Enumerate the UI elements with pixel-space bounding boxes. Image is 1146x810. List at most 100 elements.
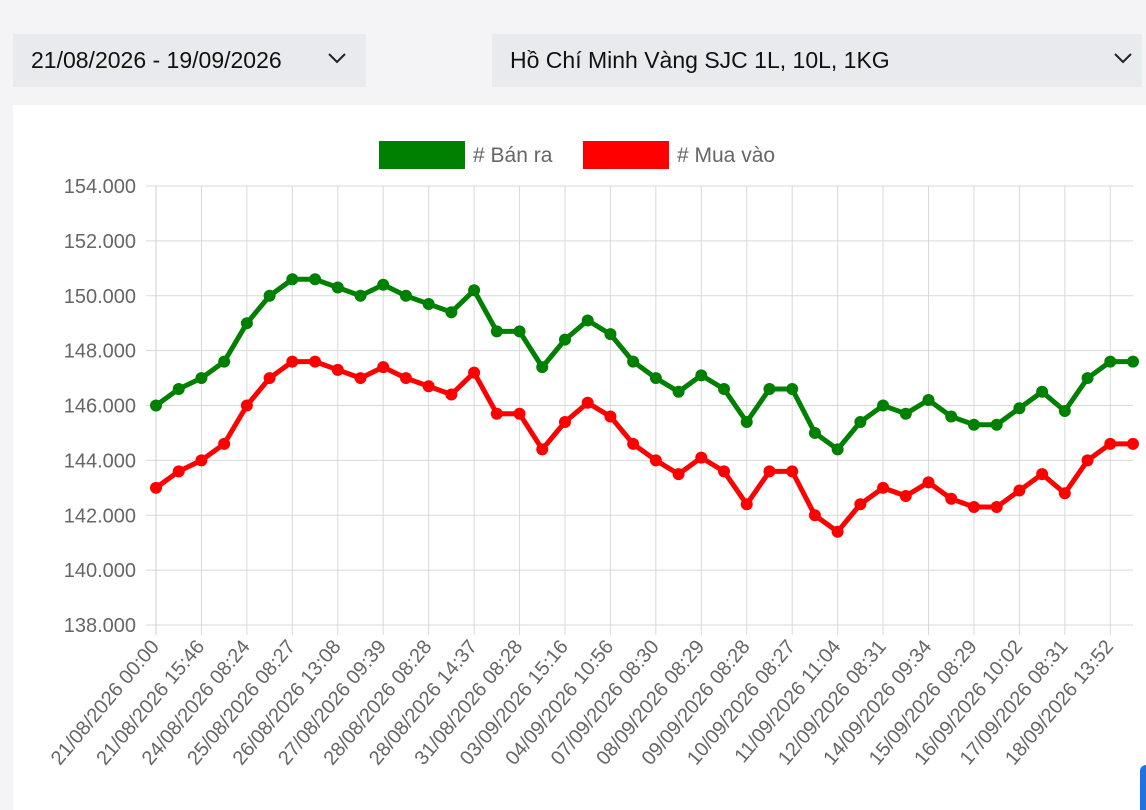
data-point-series-1 bbox=[399, 289, 412, 302]
data-point-series-2 bbox=[490, 407, 503, 420]
data-point-series-1 bbox=[649, 372, 662, 385]
data-point-series-1 bbox=[558, 333, 571, 346]
data-point-series-2 bbox=[786, 465, 799, 478]
data-point-series-2 bbox=[240, 399, 253, 412]
data-point-series-1 bbox=[1013, 402, 1026, 415]
date-range-select[interactable]: 21/08/2026 - 19/09/2026 bbox=[13, 34, 366, 87]
data-point-series-1 bbox=[786, 383, 799, 396]
data-point-series-2 bbox=[422, 380, 435, 393]
y-tick-label: 146.000 bbox=[64, 396, 136, 418]
data-point-series-2 bbox=[740, 498, 753, 511]
data-point-series-2 bbox=[172, 465, 185, 478]
data-point-series-2 bbox=[695, 451, 708, 464]
data-point-series-2 bbox=[513, 407, 526, 420]
data-point-series-1 bbox=[922, 394, 935, 407]
data-point-series-1 bbox=[422, 297, 435, 310]
y-tick-label: 154.000 bbox=[64, 176, 136, 198]
data-point-series-2 bbox=[967, 501, 980, 514]
data-point-series-2 bbox=[718, 465, 731, 478]
date-range-value: 21/08/2026 - 19/09/2026 bbox=[31, 47, 282, 73]
legend-swatch-1 bbox=[379, 141, 465, 169]
data-point-series-2 bbox=[286, 355, 299, 368]
data-point-series-2 bbox=[1104, 437, 1117, 450]
data-point-series-1 bbox=[581, 314, 594, 327]
data-point-series-2 bbox=[808, 509, 821, 522]
data-point-series-2 bbox=[990, 501, 1003, 514]
data-point-series-2 bbox=[945, 492, 958, 505]
chevron-down-icon bbox=[1114, 53, 1132, 64]
chevron-down-icon bbox=[328, 53, 346, 64]
data-point-series-1 bbox=[195, 372, 208, 385]
data-point-series-1 bbox=[286, 273, 299, 286]
data-point-series-2 bbox=[877, 481, 890, 494]
data-point-series-1 bbox=[1058, 404, 1071, 417]
y-tick-label: 150.000 bbox=[64, 286, 136, 308]
series-line-1 bbox=[154, 276, 1133, 452]
data-point-series-2 bbox=[195, 454, 208, 467]
data-point-series-1 bbox=[490, 325, 503, 338]
data-point-series-1 bbox=[672, 385, 685, 398]
data-point-series-2 bbox=[831, 525, 844, 538]
data-point-series-2 bbox=[1036, 468, 1049, 481]
data-point-series-2 bbox=[445, 388, 458, 401]
data-point-series-1 bbox=[604, 328, 617, 341]
y-tick-label: 152.000 bbox=[64, 231, 136, 253]
data-point-series-1 bbox=[899, 407, 912, 420]
data-point-series-1 bbox=[808, 426, 821, 439]
data-point-series-1 bbox=[263, 289, 276, 302]
data-point-series-2 bbox=[627, 437, 640, 450]
data-point-series-1 bbox=[945, 410, 958, 423]
price-line-chart: 154.000 152.000 150.000 148.000 146.000 144.0… bbox=[47, 141, 1139, 769]
data-point-series-2 bbox=[1013, 484, 1026, 497]
location-value: Hồ Chí Minh Vàng SJC 1L, 10L, 1KG bbox=[510, 47, 890, 73]
y-tick-label: 144.000 bbox=[64, 450, 136, 472]
data-point-series-1 bbox=[740, 415, 753, 428]
chart-panel: 154.000 152.000 150.000 148.000 146.000 144.0… bbox=[13, 105, 1146, 810]
data-point-series-1 bbox=[718, 383, 731, 396]
data-point-series-1 bbox=[854, 415, 867, 428]
data-point-series-1 bbox=[377, 278, 390, 291]
data-point-series-1 bbox=[1104, 355, 1117, 368]
data-point-series-2 bbox=[649, 454, 662, 467]
y-tick-label: 142.000 bbox=[64, 505, 136, 527]
data-point-series-1 bbox=[1036, 385, 1049, 398]
data-point-series-2 bbox=[1081, 454, 1094, 467]
data-point-series-1 bbox=[445, 306, 458, 319]
data-point-series-2 bbox=[399, 372, 412, 385]
y-tick-label: 140.000 bbox=[64, 560, 136, 582]
data-point-series-1 bbox=[150, 399, 162, 412]
legend-label-2: # Mua vào bbox=[677, 144, 775, 167]
legend-label-1: # Bán ra bbox=[473, 144, 553, 167]
data-point-series-1 bbox=[240, 317, 253, 330]
data-point-series-1 bbox=[967, 418, 980, 431]
data-point-series-1 bbox=[831, 443, 844, 456]
data-point-series-1 bbox=[695, 369, 708, 382]
location-select[interactable]: Hồ Chí Minh Vàng SJC 1L, 10L, 1KG bbox=[492, 34, 1142, 87]
data-point-series-2 bbox=[581, 396, 594, 409]
data-point-series-2 bbox=[331, 363, 344, 376]
data-point-series-2 bbox=[558, 415, 571, 428]
scroll-edge-button[interactable] bbox=[1140, 765, 1146, 810]
data-point-series-1 bbox=[309, 273, 322, 286]
data-point-series-1 bbox=[763, 383, 776, 396]
data-point-series-1 bbox=[218, 355, 231, 368]
data-point-series-2 bbox=[922, 476, 935, 489]
data-point-series-2 bbox=[150, 481, 162, 494]
data-point-series-2 bbox=[536, 443, 549, 456]
data-point-series-2 bbox=[1127, 437, 1139, 450]
y-tick-label: 148.000 bbox=[64, 341, 136, 363]
data-point-series-1 bbox=[627, 355, 640, 368]
data-point-series-2 bbox=[763, 465, 776, 478]
data-point-series-1 bbox=[877, 399, 890, 412]
series-line-2 bbox=[154, 359, 1133, 535]
data-point-series-2 bbox=[899, 490, 912, 503]
data-point-series-1 bbox=[1127, 355, 1139, 368]
data-point-series-2 bbox=[604, 410, 617, 423]
data-point-series-1 bbox=[536, 361, 549, 374]
data-point-series-1 bbox=[513, 325, 526, 338]
data-point-series-2 bbox=[854, 498, 867, 511]
data-point-series-2 bbox=[1058, 487, 1071, 500]
data-point-series-2 bbox=[218, 437, 231, 450]
data-point-series-2 bbox=[672, 468, 685, 481]
legend-swatch-2 bbox=[583, 141, 669, 169]
